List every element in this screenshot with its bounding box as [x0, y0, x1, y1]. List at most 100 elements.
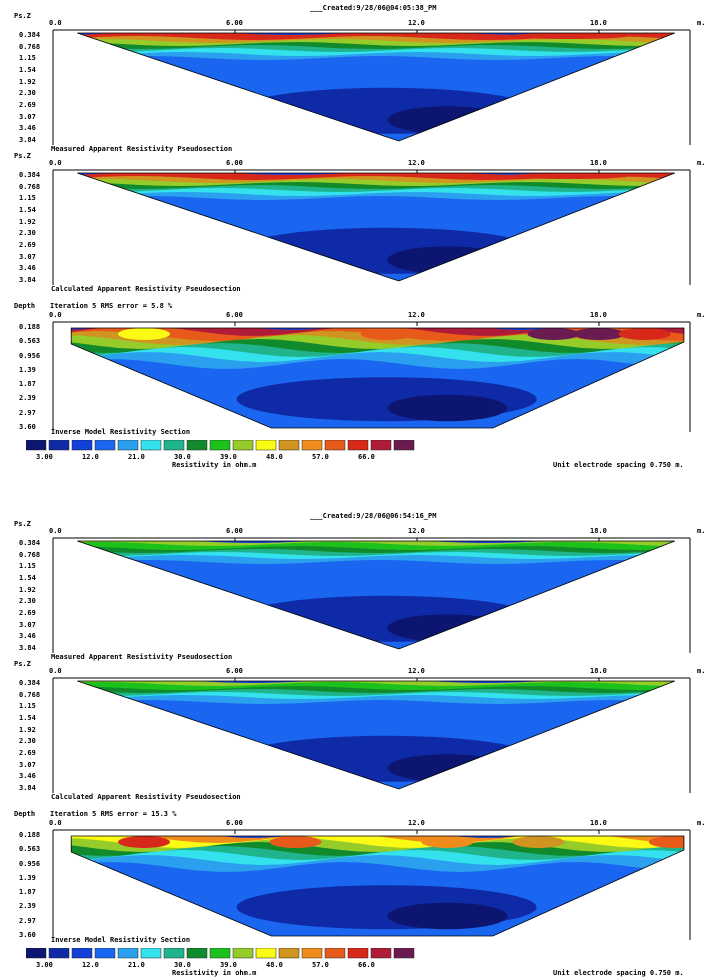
fig2-panel3-high-pocket-3: [512, 836, 565, 848]
fig1-legend-swatch-2: [71, 440, 93, 451]
fig2-panel3-deepest-zone: [387, 902, 508, 930]
fig2-p2-x-unit: m.: [697, 667, 706, 675]
fig1-panel3-resistivity-field: [71, 328, 684, 428]
fig2-p1-ytick-4: 1.92: [19, 585, 36, 594]
fig1-legend-value-6: 57.0: [312, 453, 329, 461]
fig2-panel1-plot: [52, 537, 691, 653]
fig2-p1-ytick-6: 2.69: [19, 609, 36, 617]
fig1-p2-xtick-1: 6.00: [226, 159, 243, 167]
fig2-p2-ytick-3: 1.54: [19, 714, 36, 722]
fig1-p3-ytick-2: 0.956: [19, 351, 41, 360]
fig1-panel1-resistivity-field: [77, 33, 675, 141]
fig1-p2-ytick-7: 3.07: [19, 252, 36, 261]
fig1-p3-ytick-0: 0.188: [19, 323, 41, 331]
fig1-p3-ytick-6: 2.97: [19, 408, 36, 417]
fig1-legend-swatch-8: [209, 440, 231, 451]
fig1-p2-x-unit: m.: [697, 159, 706, 167]
fig2-p1-x-unit: m.: [697, 527, 706, 535]
fig1-p3-ytick-4: 1.87: [19, 380, 36, 389]
fig1-p1-xtick-2: 12.0: [408, 19, 425, 27]
fig1-legend-swatch-10: [255, 440, 277, 451]
fig2-panel2-outline: [77, 680, 675, 790]
fig2-p2-xtick-2: 12.0: [408, 667, 425, 675]
fig1-p1-psz-label: Ps.Z: [14, 12, 31, 20]
fig1-legend-swatch-6: [163, 440, 185, 451]
fig1-legend-swatch-5: [140, 440, 162, 451]
fig1-panel1-plot: [52, 29, 691, 145]
fig2-calculated-caption: Calculated Apparent Resistivity Pseudose…: [51, 793, 241, 801]
fig1-p1-ytick-8: 3.46: [19, 124, 36, 133]
fig1-panel3-deepest-zone: [387, 394, 508, 422]
fig1-panel3-high-pocket-1: [527, 328, 580, 340]
fig1-legend-swatch-1: [48, 440, 70, 451]
fig1-p1-xtick-0: 0.0: [49, 19, 62, 27]
fig1-color-legend: [26, 440, 415, 451]
fig2-p2-ytick-2: 1.15: [19, 702, 36, 711]
fig1-p2-psz-label: Ps.Z: [14, 152, 31, 160]
fig1-legend-swatch-11: [278, 440, 300, 451]
fig2-legend-swatch-15: [370, 948, 392, 959]
fig1-p1-ytick-9: 3.84: [19, 136, 36, 144]
fig2-p2-ytick-7: 3.07: [19, 760, 36, 769]
fig1-p1-ytick-3: 1.54: [19, 66, 36, 74]
fig2-p1-ytick-9: 3.84: [19, 644, 36, 652]
fig1-legend-value-0: 3.00: [36, 453, 53, 461]
fig2-p3-ytick-5: 2.39: [19, 902, 36, 911]
fig2-legend-swatch-4: [117, 948, 139, 959]
fig2-panel3-resistivity-field: [71, 836, 684, 936]
fig1-legend-swatch-16: [393, 440, 415, 451]
fig1-inverse-caption: Inverse Model Resistivity Section: [51, 428, 191, 436]
fig1-p1-ytick-5: 2.30: [19, 89, 36, 98]
fig1-p2-ytick-8: 3.46: [19, 264, 36, 273]
fig1-legend-swatch-0: [26, 440, 47, 451]
fig1-legend-value-3: 30.0: [174, 453, 191, 461]
fig1-p3-ytick-3: 1.39: [19, 365, 36, 374]
fig1-p2-ytick-9: 3.84: [19, 276, 36, 284]
fig1-p1-ytick-2: 1.15: [19, 54, 36, 63]
fig2-p1-xtick-1: 6.00: [226, 527, 243, 535]
fig1-legend-swatch-13: [324, 440, 346, 451]
fig2-legend-value-5: 48.0: [266, 961, 283, 969]
fig2-panel1-deepest-zone: [387, 614, 508, 642]
fig2-legend-swatch-7: [186, 948, 208, 959]
fig1-legend-swatch-3: [94, 440, 116, 451]
fig2-p1-ytick-2: 1.15: [19, 562, 36, 571]
fig1-panel3-outline: [70, 327, 685, 429]
fig1-p3-ytick-7: 3.60: [19, 423, 36, 431]
fig2-panel2-deepest-zone: [387, 754, 508, 782]
fig1-panel3-high-pocket-0: [360, 328, 413, 340]
fig2-legend-value-4: 39.0: [220, 961, 237, 969]
fig1-p1-xtick-1: 6.00: [226, 19, 243, 27]
fig2-legend-swatch-10: [255, 948, 277, 959]
fig1-panel1-deep-low-zone: [236, 87, 537, 134]
fig2-panel2-plot: [52, 677, 691, 793]
fig1-created-stamp: ___Created:9/28/06@04:05:38_PM: [310, 4, 437, 12]
fig2-panel1-outline: [77, 540, 675, 650]
fig1-legend-unit: Resistivity in ohm.m: [172, 461, 257, 469]
fig2-p2-ytick-0: 0.384: [19, 679, 41, 687]
fig2-p3-ytick-6: 2.97: [19, 916, 36, 925]
fig2-p2-ytick-6: 2.69: [19, 749, 36, 757]
fig1-panel3-high-pocket-3: [618, 328, 671, 340]
fig1-p1-ytick-0: 0.384: [19, 31, 41, 39]
fig2-p2-ytick-9: 3.84: [19, 784, 36, 792]
fig1-iteration-label: Iteration 5 RMS error = 5.8 %: [50, 302, 173, 310]
fig1-legend-swatch-7: [186, 440, 208, 451]
fig2-panel3-high-pocket-4: [648, 836, 684, 848]
fig1-p2-ytick-4: 1.92: [19, 217, 36, 226]
fig1-p3-xtick-3: 18.0: [590, 311, 607, 319]
fig2-legend-value-0: 3.00: [36, 961, 53, 969]
fig2-legend-swatch-12: [301, 948, 323, 959]
fig2-p2-ytick-5: 2.30: [19, 737, 36, 746]
fig2-legend-swatch-16: [393, 948, 415, 959]
fig1-p1-x-unit: m.: [697, 19, 706, 27]
fig2-p1-xtick-3: 18.0: [590, 527, 607, 535]
fig2-legend-value-1: 12.0: [82, 961, 99, 969]
fig2-p2-xtick-3: 18.0: [590, 667, 607, 675]
fig2-p3-ytick-4: 1.87: [19, 888, 36, 897]
fig2-legend-value-2: 21.0: [128, 961, 145, 969]
fig1-p3-xtick-0: 0.0: [49, 311, 62, 319]
fig2-p3-ytick-7: 3.60: [19, 931, 36, 939]
fig2-legend-swatch-11: [278, 948, 300, 959]
fig2-p3-ytick-0: 0.188: [19, 831, 41, 839]
